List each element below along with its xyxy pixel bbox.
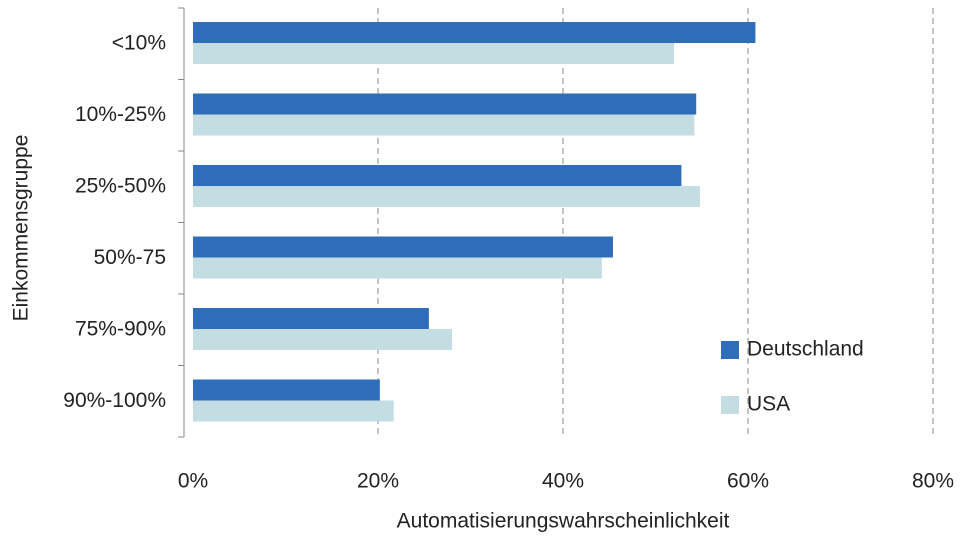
bar [193,114,695,136]
x-tick-label: 60% [727,470,769,493]
y-tick-label: 90%-100% [63,389,166,412]
legend-swatch [721,341,739,359]
y-tick-label: 10%-25% [75,103,166,126]
y-tick-label: <10% [112,31,166,54]
bar [193,379,380,401]
bar [193,22,756,43]
x-axis-title: Automatisierungswahrscheinlichkeit [397,510,730,533]
x-tick-label: 80% [912,470,954,493]
bar [193,400,394,422]
bar [193,257,602,279]
x-tick-label: 20% [357,470,399,493]
y-tick-label: 25%-50% [75,174,166,197]
y-tick-label: 75%-90% [75,317,166,340]
y-tick-label: 50%-75 [94,246,166,269]
bar [193,186,700,207]
bar [193,329,452,350]
bar [193,93,697,115]
bar [193,236,613,258]
bar [193,308,429,329]
bar [193,165,682,186]
legend-label: Deutschland [747,338,864,361]
legend-swatch [721,396,739,414]
y-axis-title: Einkommensgruppe [10,135,33,322]
x-tick-label: 40% [542,470,584,493]
legend-label: USA [747,393,790,416]
x-tick-label: 0% [178,470,208,493]
bar [193,43,674,64]
